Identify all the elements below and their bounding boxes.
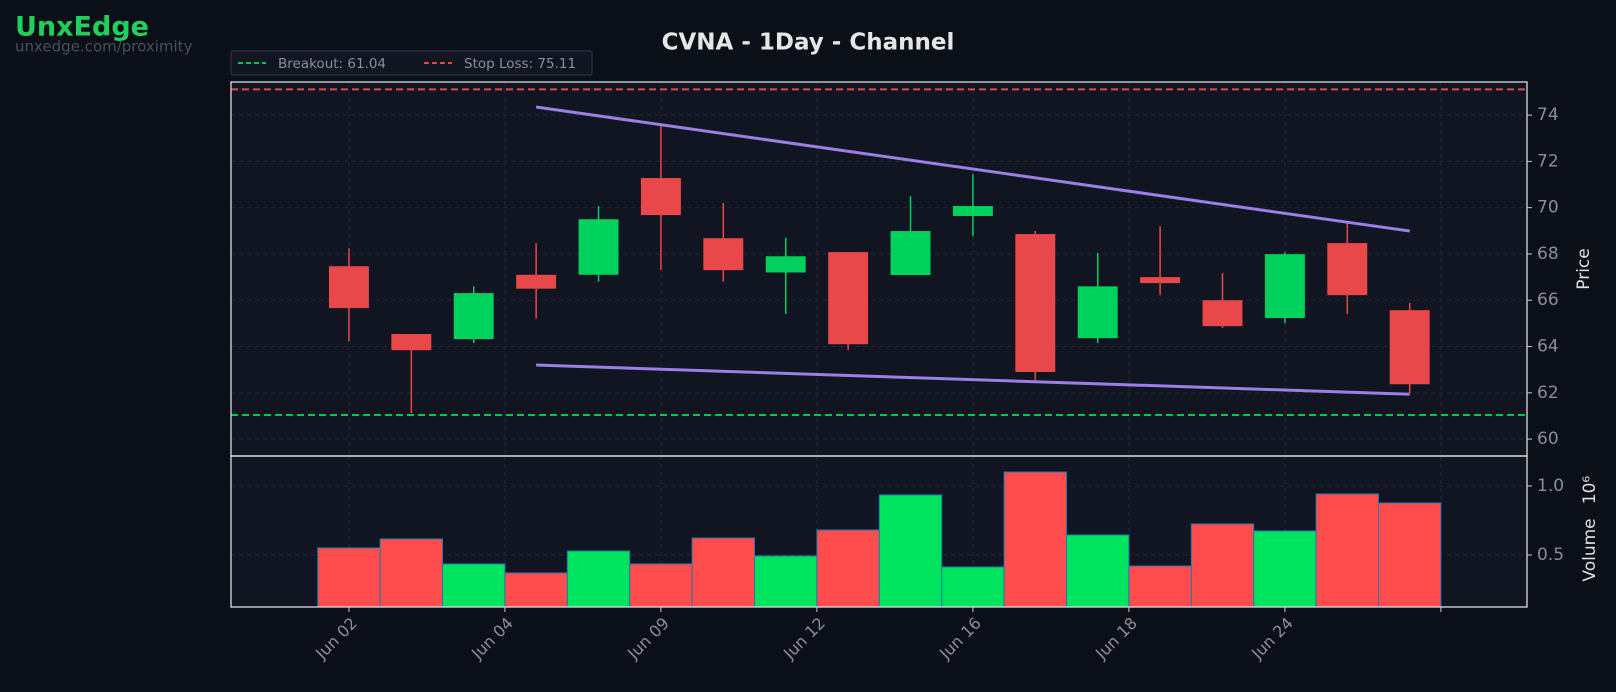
volume-multiplier: 10⁶ (1580, 476, 1600, 505)
volume-frame (230, 455, 1528, 608)
y-tick-label: 64 (1537, 337, 1559, 357)
legend (230, 50, 593, 76)
candle-body (703, 238, 744, 271)
volume-bar (691, 537, 756, 608)
y-tick-label: 60 (1537, 429, 1559, 449)
trendline (535, 105, 1410, 233)
y-tick-label: 68 (1537, 244, 1559, 264)
brand-name: UnxEdge (15, 12, 149, 43)
candle-body (1015, 234, 1056, 372)
volume-axis-label: Volume (1580, 518, 1600, 581)
candle-body (328, 266, 369, 309)
candle-body (890, 231, 931, 276)
volume-bar (816, 529, 880, 608)
y-tick-label: 62 (1537, 383, 1559, 403)
y-tick-label: 72 (1537, 151, 1559, 171)
candle-body (453, 293, 494, 340)
volume-bar (878, 494, 943, 608)
y-tick-label: 0.5 (1537, 545, 1564, 565)
y-tick-label: 1.0 (1537, 476, 1564, 496)
y-axis-label: Price (1574, 248, 1594, 289)
y-tick-label: 66 (1537, 290, 1559, 310)
volume-bar (442, 563, 506, 608)
candle-body (516, 274, 557, 289)
candle-body (578, 219, 619, 275)
candle-body (391, 334, 432, 351)
candle-body (1202, 300, 1243, 327)
y-tick-label: 74 (1537, 105, 1559, 125)
candle-body (1327, 243, 1368, 296)
y-tick-label: 70 (1537, 198, 1559, 218)
volume-bar (504, 572, 568, 608)
volume-bar (1190, 523, 1255, 608)
trendline (536, 363, 1410, 396)
price-panel (231, 82, 1527, 456)
candle-body (1264, 254, 1305, 319)
volume-bar (1003, 471, 1068, 608)
candle-body (952, 206, 993, 217)
brand-url: unxedge.com/proximity (15, 38, 193, 56)
candle-body (1140, 277, 1181, 284)
volume-bar (566, 550, 631, 608)
volume-bar (317, 547, 381, 608)
volume-bar (1377, 502, 1442, 608)
candle-body (640, 178, 681, 216)
volume-bar (1128, 565, 1192, 608)
candle-body (1077, 286, 1118, 339)
chart-title: CVNA - 1Day - Channel (662, 30, 955, 56)
volume-bar (1315, 493, 1379, 608)
candle-body (765, 256, 806, 273)
legend-label: Breakout: 61.04 (278, 56, 386, 72)
legend-label: Stop Loss: 75.11 (464, 56, 576, 72)
candle-body (828, 252, 869, 345)
volume-bar (1066, 534, 1130, 608)
volume-bar (1253, 530, 1317, 608)
volume-bar (379, 538, 444, 608)
candle-body (1389, 310, 1430, 385)
volume-bar (629, 563, 693, 608)
volume-bar (754, 555, 818, 608)
volume-bar (941, 566, 1005, 608)
